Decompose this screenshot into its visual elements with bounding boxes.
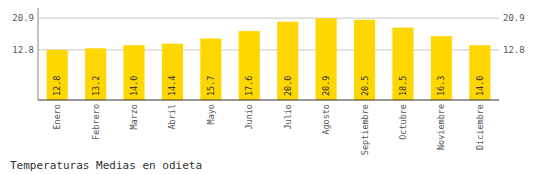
- y2-tick-label: 20.9: [503, 13, 525, 23]
- data-label: 20.5: [360, 76, 370, 96]
- bar: [239, 31, 260, 100]
- data-label: 14.4: [167, 76, 177, 96]
- bars: [47, 18, 491, 100]
- title: Temperaturas Medias en odieta: [10, 159, 202, 172]
- grid-line: [38, 18, 499, 19]
- x-tick-label: Abril: [167, 104, 177, 130]
- data-label: 12.8: [52, 76, 62, 96]
- y-tick-label: 20.9: [12, 13, 34, 23]
- x-axis-line: [38, 99, 499, 100]
- y-tick-label: 12.8: [12, 45, 34, 55]
- x-tick-label: Diciembre: [475, 104, 485, 150]
- y2-tick-label: 12.8: [503, 45, 525, 55]
- data-label: 13.2: [91, 76, 101, 96]
- data-label: 14.0: [129, 76, 139, 96]
- bar: [431, 36, 452, 100]
- data-label: 20.0: [283, 76, 293, 96]
- bar: [469, 45, 490, 100]
- chart-container: 12.8 20.9 12.8 20.9 Enero Febrero Marzo Abril Ma…: [0, 0, 537, 174]
- bar: [392, 28, 413, 100]
- grid-line: [38, 49, 499, 50]
- data-label: 18.5: [398, 76, 408, 96]
- x-tick-label: Agosto: [321, 104, 331, 135]
- data-label: 17.6: [244, 76, 254, 96]
- x-tick-label: Febrero: [91, 104, 101, 140]
- data-label: 14.0: [475, 76, 485, 96]
- data-label: 20.9: [321, 76, 331, 96]
- chart-svg: 12.8 20.9 12.8 20.9 Enero Febrero Marzo Abril Ma…: [0, 0, 537, 174]
- x-tick-label: Julio: [283, 104, 293, 130]
- data-label: 16.3: [436, 76, 446, 96]
- x-tick-label: Noviembre: [436, 104, 446, 150]
- x-tick-label: Septiembre: [360, 104, 370, 155]
- y-axis-line: [38, 8, 39, 100]
- bar: [123, 45, 144, 100]
- x-tick-label: Junio: [244, 104, 254, 130]
- bar: [316, 18, 337, 100]
- bar: [162, 44, 183, 100]
- x-tick-label: Enero: [52, 104, 62, 130]
- bar: [85, 48, 106, 100]
- bar: [277, 22, 298, 100]
- bar: [354, 20, 375, 100]
- bar: [200, 39, 221, 100]
- x-tick-label: Mayo: [206, 104, 216, 124]
- x-tick-label: Octubre: [398, 104, 408, 140]
- x-tick-label: Marzo: [129, 104, 139, 130]
- bar: [47, 50, 68, 100]
- data-label: 15.7: [206, 76, 216, 96]
